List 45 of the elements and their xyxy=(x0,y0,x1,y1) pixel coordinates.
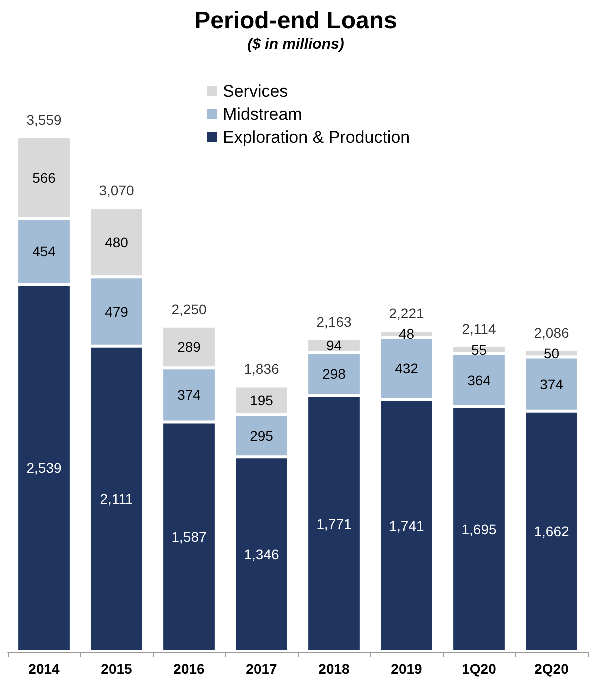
x-tick-label: 2Q20 xyxy=(534,661,570,677)
chart-subtitle: ($ in millions) xyxy=(248,36,344,53)
data-label: 364 xyxy=(468,372,492,388)
data-label: 479 xyxy=(105,304,129,320)
data-label: 55 xyxy=(471,342,488,358)
total-label: 2,221 xyxy=(389,306,424,322)
data-label: 289 xyxy=(178,339,202,356)
data-label: 50 xyxy=(544,346,560,362)
x-tick-label: 1Q20 xyxy=(462,661,497,677)
data-label: 454 xyxy=(32,244,56,260)
total-label: 2,163 xyxy=(316,314,352,330)
x-tick-label: 2019 xyxy=(391,661,423,677)
data-label: 432 xyxy=(395,360,419,377)
data-label: 2,111 xyxy=(100,491,134,508)
legend-label: Exploration & Production xyxy=(223,128,410,147)
data-label: 94 xyxy=(326,338,342,354)
data-label: 1,662 xyxy=(534,524,570,540)
data-label: 480 xyxy=(105,234,129,250)
data-label: 1,695 xyxy=(462,521,497,538)
total-label: 2,250 xyxy=(172,301,207,318)
x-tick-label: 2014 xyxy=(28,661,60,677)
x-tick-label: 2016 xyxy=(174,661,206,677)
data-label: 2,539 xyxy=(26,460,62,476)
x-tick-label: 2015 xyxy=(101,661,133,677)
legend-label: Services xyxy=(223,82,288,101)
x-tick-label: 2018 xyxy=(318,661,350,677)
legend-label: Midstream xyxy=(223,105,302,124)
data-label: 195 xyxy=(250,392,274,408)
total-label: 2,086 xyxy=(534,325,570,342)
data-label: 48 xyxy=(398,326,415,342)
data-label: 374 xyxy=(540,376,564,392)
data-label: 566 xyxy=(32,170,56,186)
data-label: 1,771 xyxy=(316,516,352,532)
data-label: 374 xyxy=(178,387,202,404)
total-label: 2,114 xyxy=(462,321,496,337)
data-label: 298 xyxy=(322,366,346,382)
data-label: 295 xyxy=(250,428,274,444)
data-label: 1,587 xyxy=(172,529,207,546)
data-label: 1,346 xyxy=(244,546,280,563)
x-tick-label: 2017 xyxy=(246,661,278,677)
total-label: 3,559 xyxy=(26,112,62,128)
total-label: 3,070 xyxy=(99,182,134,199)
chart-title: Period-end Loans xyxy=(194,8,398,34)
total-label: 1,836 xyxy=(244,361,280,378)
data-label: 1,741 xyxy=(389,518,424,534)
